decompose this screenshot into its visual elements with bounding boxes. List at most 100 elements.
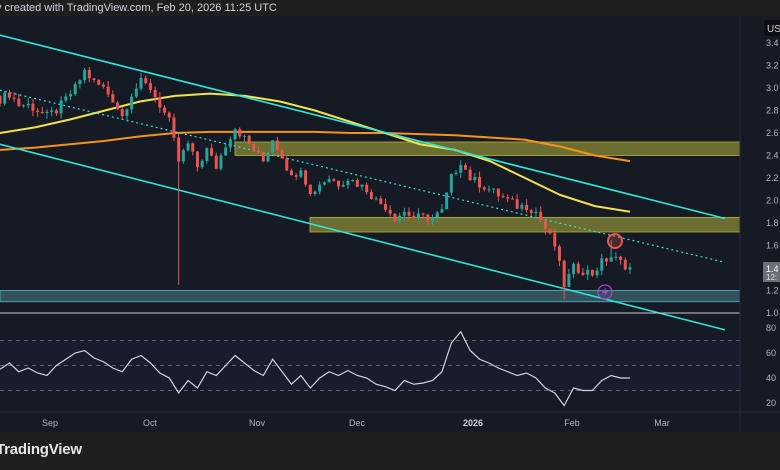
candle-body — [294, 175, 298, 177]
ma-slow-line — [0, 130, 631, 163]
rsi-tick: 40 — [766, 373, 776, 383]
price-tick: 2.6 — [766, 128, 779, 138]
candle-body — [318, 184, 322, 192]
candle-body — [139, 78, 143, 89]
trading-chart[interactable]: 3.4 3.2 3.0 2.8 2.6 2.4 2.2 2.0 1.8 1.6 1.2 1.0 80 60… — [0, 16, 780, 432]
candle-body — [299, 170, 303, 177]
candle-body — [416, 213, 420, 218]
candle-body — [482, 187, 486, 190]
candle-body — [515, 199, 519, 209]
candle-body — [167, 112, 171, 118]
candle-body — [426, 214, 430, 221]
candle-body — [238, 129, 242, 137]
candle-body — [289, 170, 293, 176]
ma-fast-line — [0, 92, 631, 213]
candle-body — [195, 151, 199, 168]
candle-body — [153, 89, 157, 98]
candle-body — [257, 150, 261, 153]
candle-body — [388, 209, 392, 214]
candle-body — [459, 165, 463, 173]
candle-body — [26, 103, 30, 106]
time-tick: Oct — [143, 418, 158, 428]
candle-body — [219, 155, 223, 169]
candle-body — [205, 148, 209, 161]
resistance-zone-upper — [234, 141, 741, 156]
highlight-circle — [607, 233, 623, 249]
candle-body — [177, 137, 181, 162]
candle-body — [271, 140, 275, 153]
candle-body — [252, 143, 256, 151]
candle-body — [285, 158, 289, 171]
candle-body — [64, 96, 68, 101]
price-tick: 3.2 — [766, 61, 779, 71]
candle-body — [261, 152, 265, 162]
candle-body — [228, 139, 232, 148]
candle-body — [590, 269, 594, 276]
price-tick: 1.2 — [766, 286, 779, 296]
candle-body — [398, 215, 402, 222]
candle-body — [440, 209, 444, 213]
candle-body — [210, 148, 214, 156]
chart-caption-bar: v created with TradingView.com, Feb 20, … — [0, 0, 780, 16]
candle-body — [572, 263, 576, 275]
price-tick: 2.8 — [766, 106, 779, 116]
candle-body — [341, 185, 345, 187]
candle-body — [360, 184, 364, 187]
candle-body — [586, 269, 590, 275]
candle-body — [379, 198, 383, 204]
candle-body — [412, 215, 416, 218]
candle-body — [130, 96, 134, 110]
price-tick: 2.2 — [766, 173, 779, 183]
candle-body — [172, 117, 176, 138]
candle-body — [501, 196, 505, 198]
candle-body — [275, 140, 279, 150]
rsi-tick: 20 — [766, 398, 776, 408]
candle-body — [562, 260, 566, 287]
candle-body — [529, 210, 533, 214]
candle-body — [614, 256, 618, 258]
candle-body — [365, 184, 369, 193]
candle-body — [487, 189, 491, 191]
candle-body — [59, 100, 63, 114]
candle-body — [576, 263, 580, 273]
candle-body — [106, 86, 110, 95]
candle-body — [233, 129, 237, 140]
candle-body — [355, 179, 359, 187]
rsi-tick: 80 — [766, 323, 776, 333]
candle-body — [431, 217, 435, 221]
candle-body — [435, 212, 439, 218]
candle-body — [600, 258, 604, 271]
candle-body — [496, 188, 500, 197]
price-tick: 3.0 — [766, 83, 779, 93]
candle-body — [604, 258, 608, 262]
support-zone — [0, 290, 741, 303]
candle-body — [280, 149, 284, 159]
resistance-zone-lower — [309, 216, 741, 233]
price-tick: 2.0 — [766, 196, 779, 206]
candle-body — [609, 257, 613, 262]
channel-mid — [0, 89, 726, 263]
candle-body — [125, 109, 129, 117]
last-price: 1.4 — [766, 264, 779, 274]
candle-body — [247, 135, 251, 144]
time-tick: Nov — [249, 418, 266, 428]
candle-body — [101, 84, 105, 87]
last-price-box — [763, 262, 780, 282]
tradingview-logo[interactable]: TradingView — [0, 441, 82, 458]
candle-body — [40, 112, 44, 114]
time-tick: Feb — [564, 418, 580, 428]
candle-body — [87, 69, 91, 79]
candle-body — [266, 152, 270, 162]
candle-body — [407, 211, 411, 216]
currency-badge[interactable] — [764, 20, 780, 36]
time-tick: Dec — [349, 418, 366, 428]
chart-caption: v created with TradingView.com, Feb 20, … — [0, 2, 277, 14]
candle-body — [548, 228, 552, 234]
candle-body — [134, 88, 138, 97]
candle-body — [595, 270, 599, 276]
candle-body — [369, 192, 373, 199]
rsi-tick: 60 — [766, 348, 776, 358]
candle-body — [158, 97, 162, 108]
lightning-icon[interactable] — [597, 284, 613, 300]
candle-body — [557, 246, 561, 261]
